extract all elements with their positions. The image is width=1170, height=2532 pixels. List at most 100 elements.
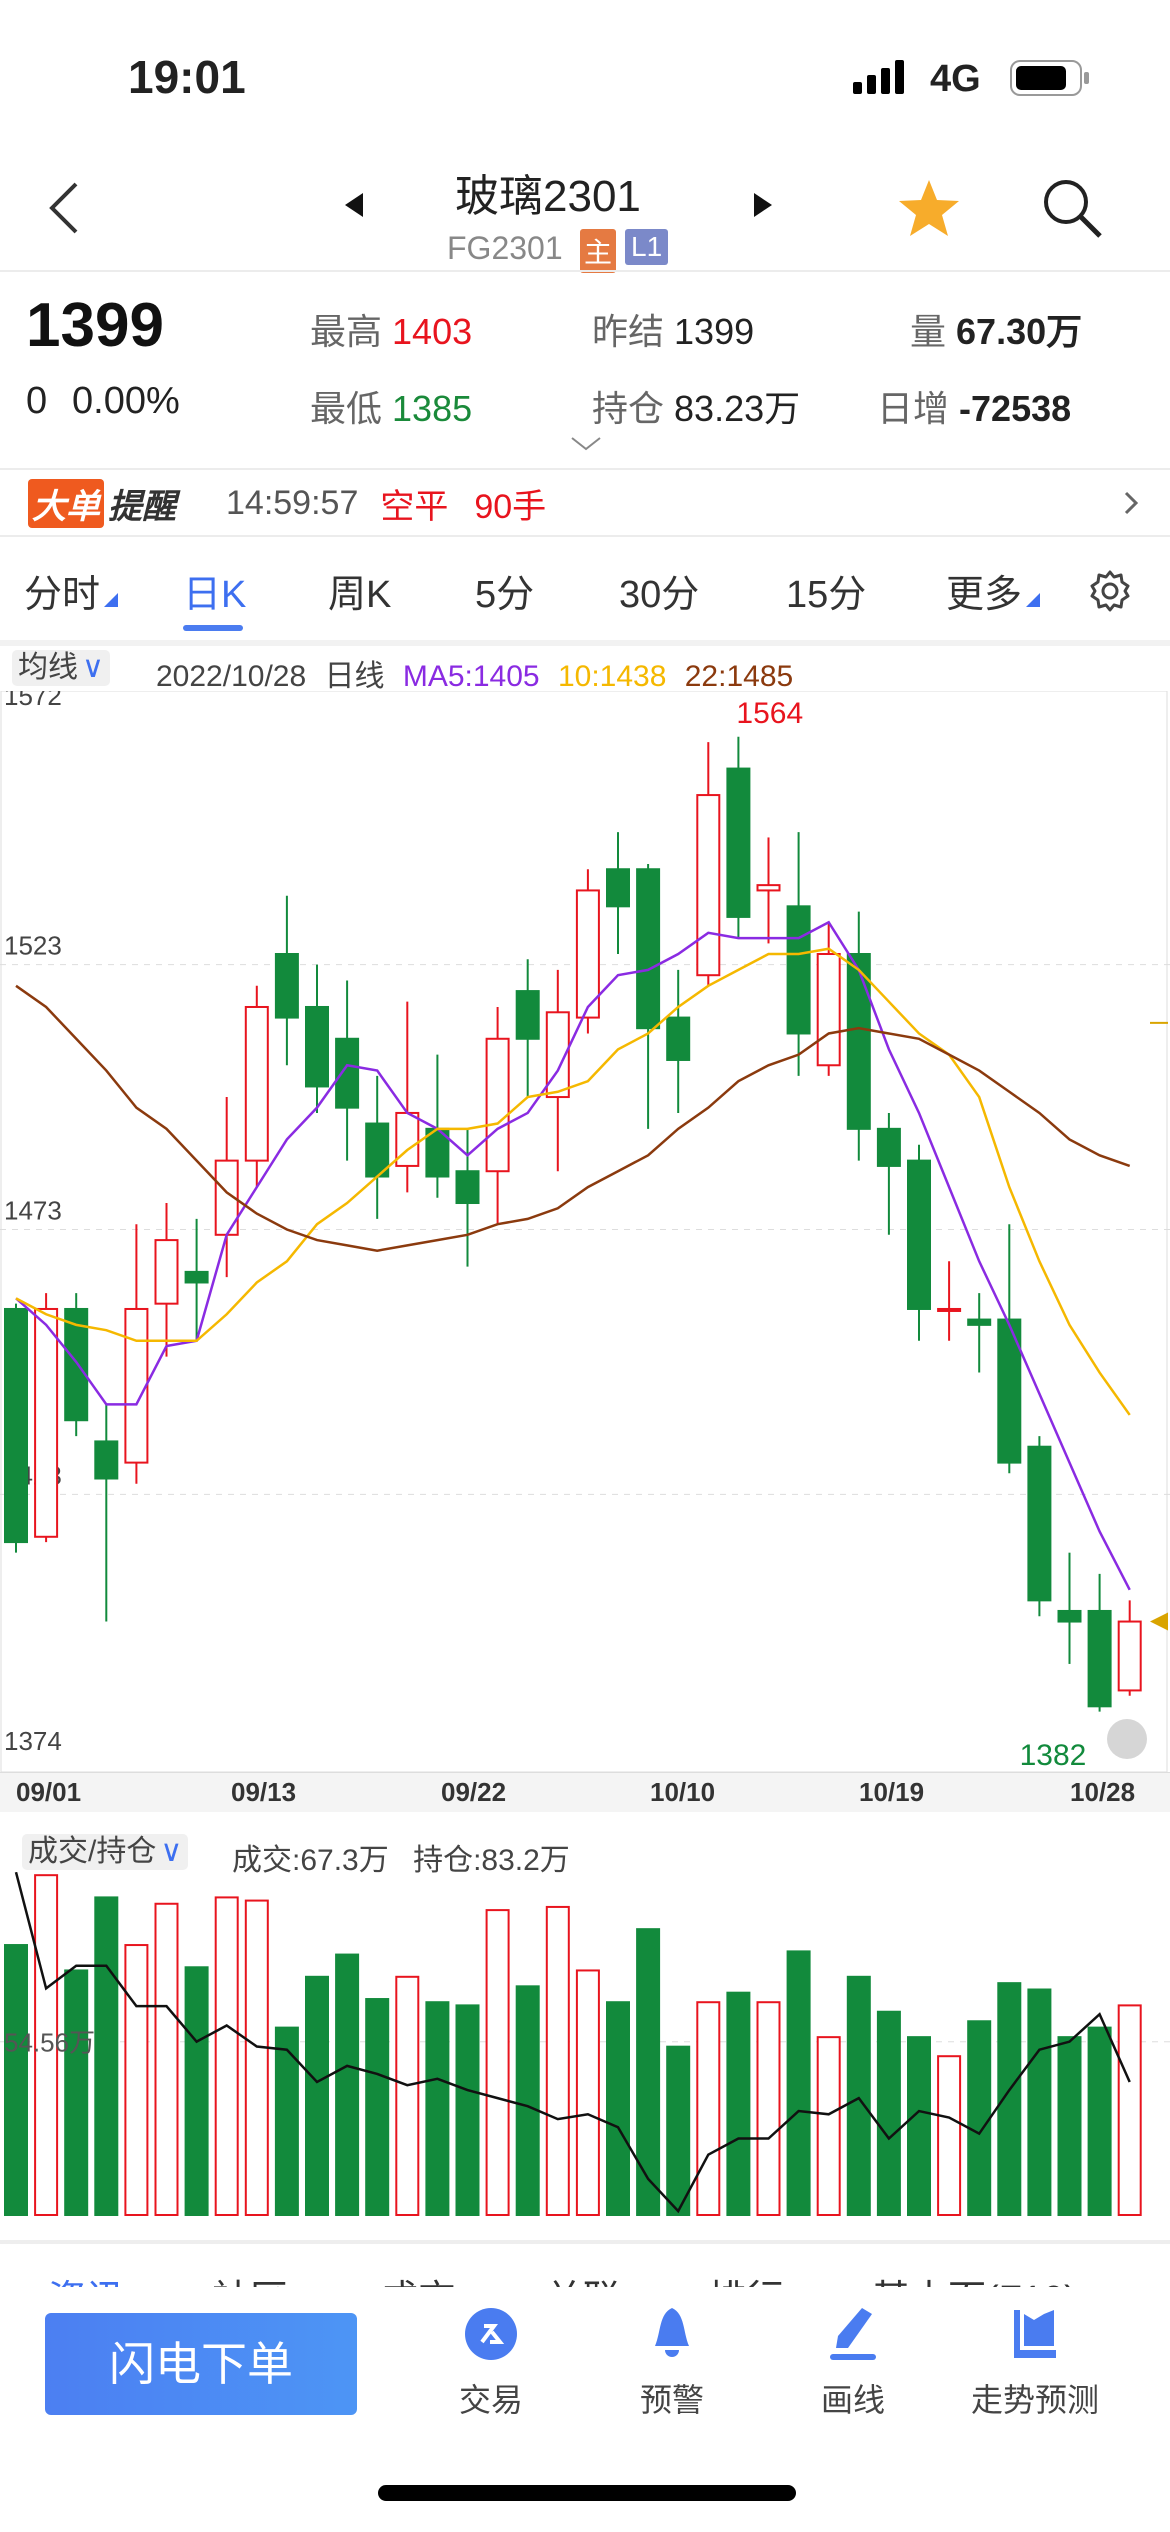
settings-gear-icon[interactable] <box>1088 569 1132 618</box>
volume-selector[interactable]: 成交/持仓 ∨ <box>22 1834 189 1870</box>
main-badge: 主 <box>580 229 617 273</box>
candle <box>846 953 871 1130</box>
alert-tag-remind: 提醒 <box>108 487 176 526</box>
candle <box>575 889 600 1019</box>
candle <box>124 1307 149 1464</box>
price-change: 0 <box>26 380 48 422</box>
tab-fenshi[interactable]: 分时 <box>24 563 119 618</box>
high-price-label: 1564 <box>736 697 803 730</box>
signal-icon <box>853 60 913 94</box>
candle <box>756 884 781 892</box>
tab-day-k[interactable]: 日K <box>183 563 246 618</box>
alert-row[interactable]: 大单 提醒 14:59:57 空平 90手 <box>28 478 547 528</box>
ma22-value: 22:1485 <box>684 660 794 693</box>
volume-bar <box>335 1953 360 2217</box>
high-label: 最高 <box>310 311 383 352</box>
prev-icon[interactable] <box>345 193 365 222</box>
alert-qty: 90手 <box>474 487 547 526</box>
volume-bar <box>124 1944 149 2216</box>
volume-bar <box>485 1909 510 2216</box>
tab-week-k[interactable]: 周K <box>328 563 391 618</box>
candle <box>907 1159 931 1310</box>
x-tick-label: 10/19 <box>859 1777 925 1807</box>
pen-icon <box>830 2308 876 2360</box>
tab-more[interactable]: 更多 <box>946 563 1041 618</box>
candle <box>726 767 751 918</box>
volume-bar <box>214 1896 239 2216</box>
candle <box>696 794 721 977</box>
volume-bar <box>1057 2036 1082 2216</box>
tab-5min[interactable]: 5分 <box>475 563 534 618</box>
candle <box>244 1005 269 1162</box>
alert-tag-big: 大单 <box>28 478 104 528</box>
volume-bar <box>726 1991 751 2217</box>
volume-bar <box>636 1928 661 2217</box>
ma10-value: 10:1438 <box>557 660 667 693</box>
fullscreen-icon <box>1107 1719 1147 1759</box>
y-tick-label: 1473 <box>4 1196 62 1226</box>
chevron-down-icon: ∨ <box>160 1835 183 1868</box>
alert-button[interactable]: 预警 <box>597 2306 747 2421</box>
draw-line-button[interactable]: 画线 <box>778 2306 928 2421</box>
volume-bar <box>606 2001 630 2216</box>
volume-bar <box>515 1985 540 2217</box>
x-axis: 09/01 09/13 09/22 10/10 10/19 10/28 <box>0 1772 1170 1812</box>
candle <box>545 1011 570 1099</box>
tab-30min[interactable]: 30分 <box>619 563 699 618</box>
volume-bar <box>756 2001 781 2216</box>
volume-bar <box>455 2004 480 2216</box>
candle <box>876 1127 901 1167</box>
candle <box>64 1307 89 1422</box>
star-icon[interactable] <box>897 178 961 243</box>
search-icon[interactable] <box>1040 176 1104 245</box>
tab-15min[interactable]: 15分 <box>786 563 866 618</box>
chart-border <box>0 691 1168 1773</box>
tab-label: 15分 <box>786 574 867 616</box>
alert-chevron-icon[interactable] <box>1123 490 1139 521</box>
alert-label: 预警 <box>639 2382 704 2418</box>
expand-chevron-icon[interactable] <box>570 436 602 457</box>
volume-selector-label: 成交/持仓 <box>28 1835 157 1868</box>
volume-bar <box>816 2036 841 2216</box>
tab-label: 分时 <box>24 574 101 616</box>
ma10-line <box>15 947 1131 1416</box>
candle <box>34 1307 59 1538</box>
trade-button[interactable]: 交易 <box>416 2306 566 2421</box>
page-title: 玻璃2301 <box>455 172 641 221</box>
daily-inc-label: 日增 <box>877 388 950 429</box>
volume-bar <box>4 1944 28 2216</box>
y-tick-label: 1374 <box>4 1726 62 1756</box>
ma-period: 日线 <box>324 660 385 693</box>
trend-forecast-label: 走势预测 <box>970 2382 1099 2418</box>
ma5-line <box>15 920 1131 1591</box>
x-tick-label: 09/22 <box>441 1777 507 1807</box>
network-label: 4G <box>930 58 981 100</box>
candle <box>816 953 841 1067</box>
candle <box>515 990 540 1040</box>
candle <box>967 1318 992 1326</box>
candle <box>455 1170 480 1205</box>
volume-bar <box>34 1874 59 2216</box>
level-badge: L1 <box>625 229 669 265</box>
y-tick-label: 1572 <box>4 691 62 711</box>
low-label: 最低 <box>310 388 383 429</box>
last-price: 1399 <box>26 291 164 360</box>
prev-settle-value: 1399 <box>674 311 755 352</box>
ma-selector[interactable]: 均线 ∨ <box>12 650 110 686</box>
ma-selector-label: 均线 <box>18 651 78 684</box>
volume-chart[interactable]: 54.56万 <box>0 1872 1170 2217</box>
volume-bar <box>1087 2026 1112 2216</box>
high-value: 1403 <box>392 311 473 352</box>
candle <box>335 1037 360 1109</box>
next-icon[interactable] <box>752 193 772 222</box>
ma-date: 2022/10/28 <box>156 660 307 693</box>
volume-bar <box>876 2010 901 2216</box>
trend-forecast-button[interactable]: 走势预测 <box>960 2306 1110 2421</box>
candle <box>1027 1445 1052 1602</box>
back-icon[interactable] <box>44 180 84 241</box>
daily-inc-value: -72538 <box>959 388 1072 429</box>
volume-bar <box>1117 2004 1142 2216</box>
flash-order-button[interactable]: 闪电下单 <box>45 2313 357 2415</box>
candle <box>274 953 299 1019</box>
